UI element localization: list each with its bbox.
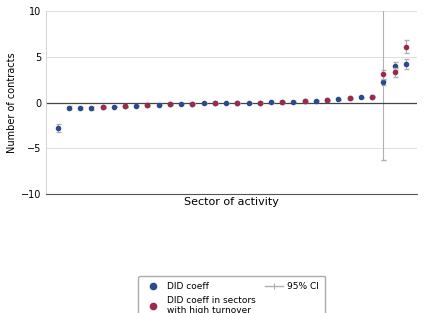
X-axis label: Sector of activity: Sector of activity <box>184 197 279 207</box>
Y-axis label: Number of contracts: Number of contracts <box>7 52 17 153</box>
Legend: DID coeff, DID coeff in sectors
with high turnover, 95% CI: DID coeff, DID coeff in sectors with hig… <box>138 276 325 313</box>
